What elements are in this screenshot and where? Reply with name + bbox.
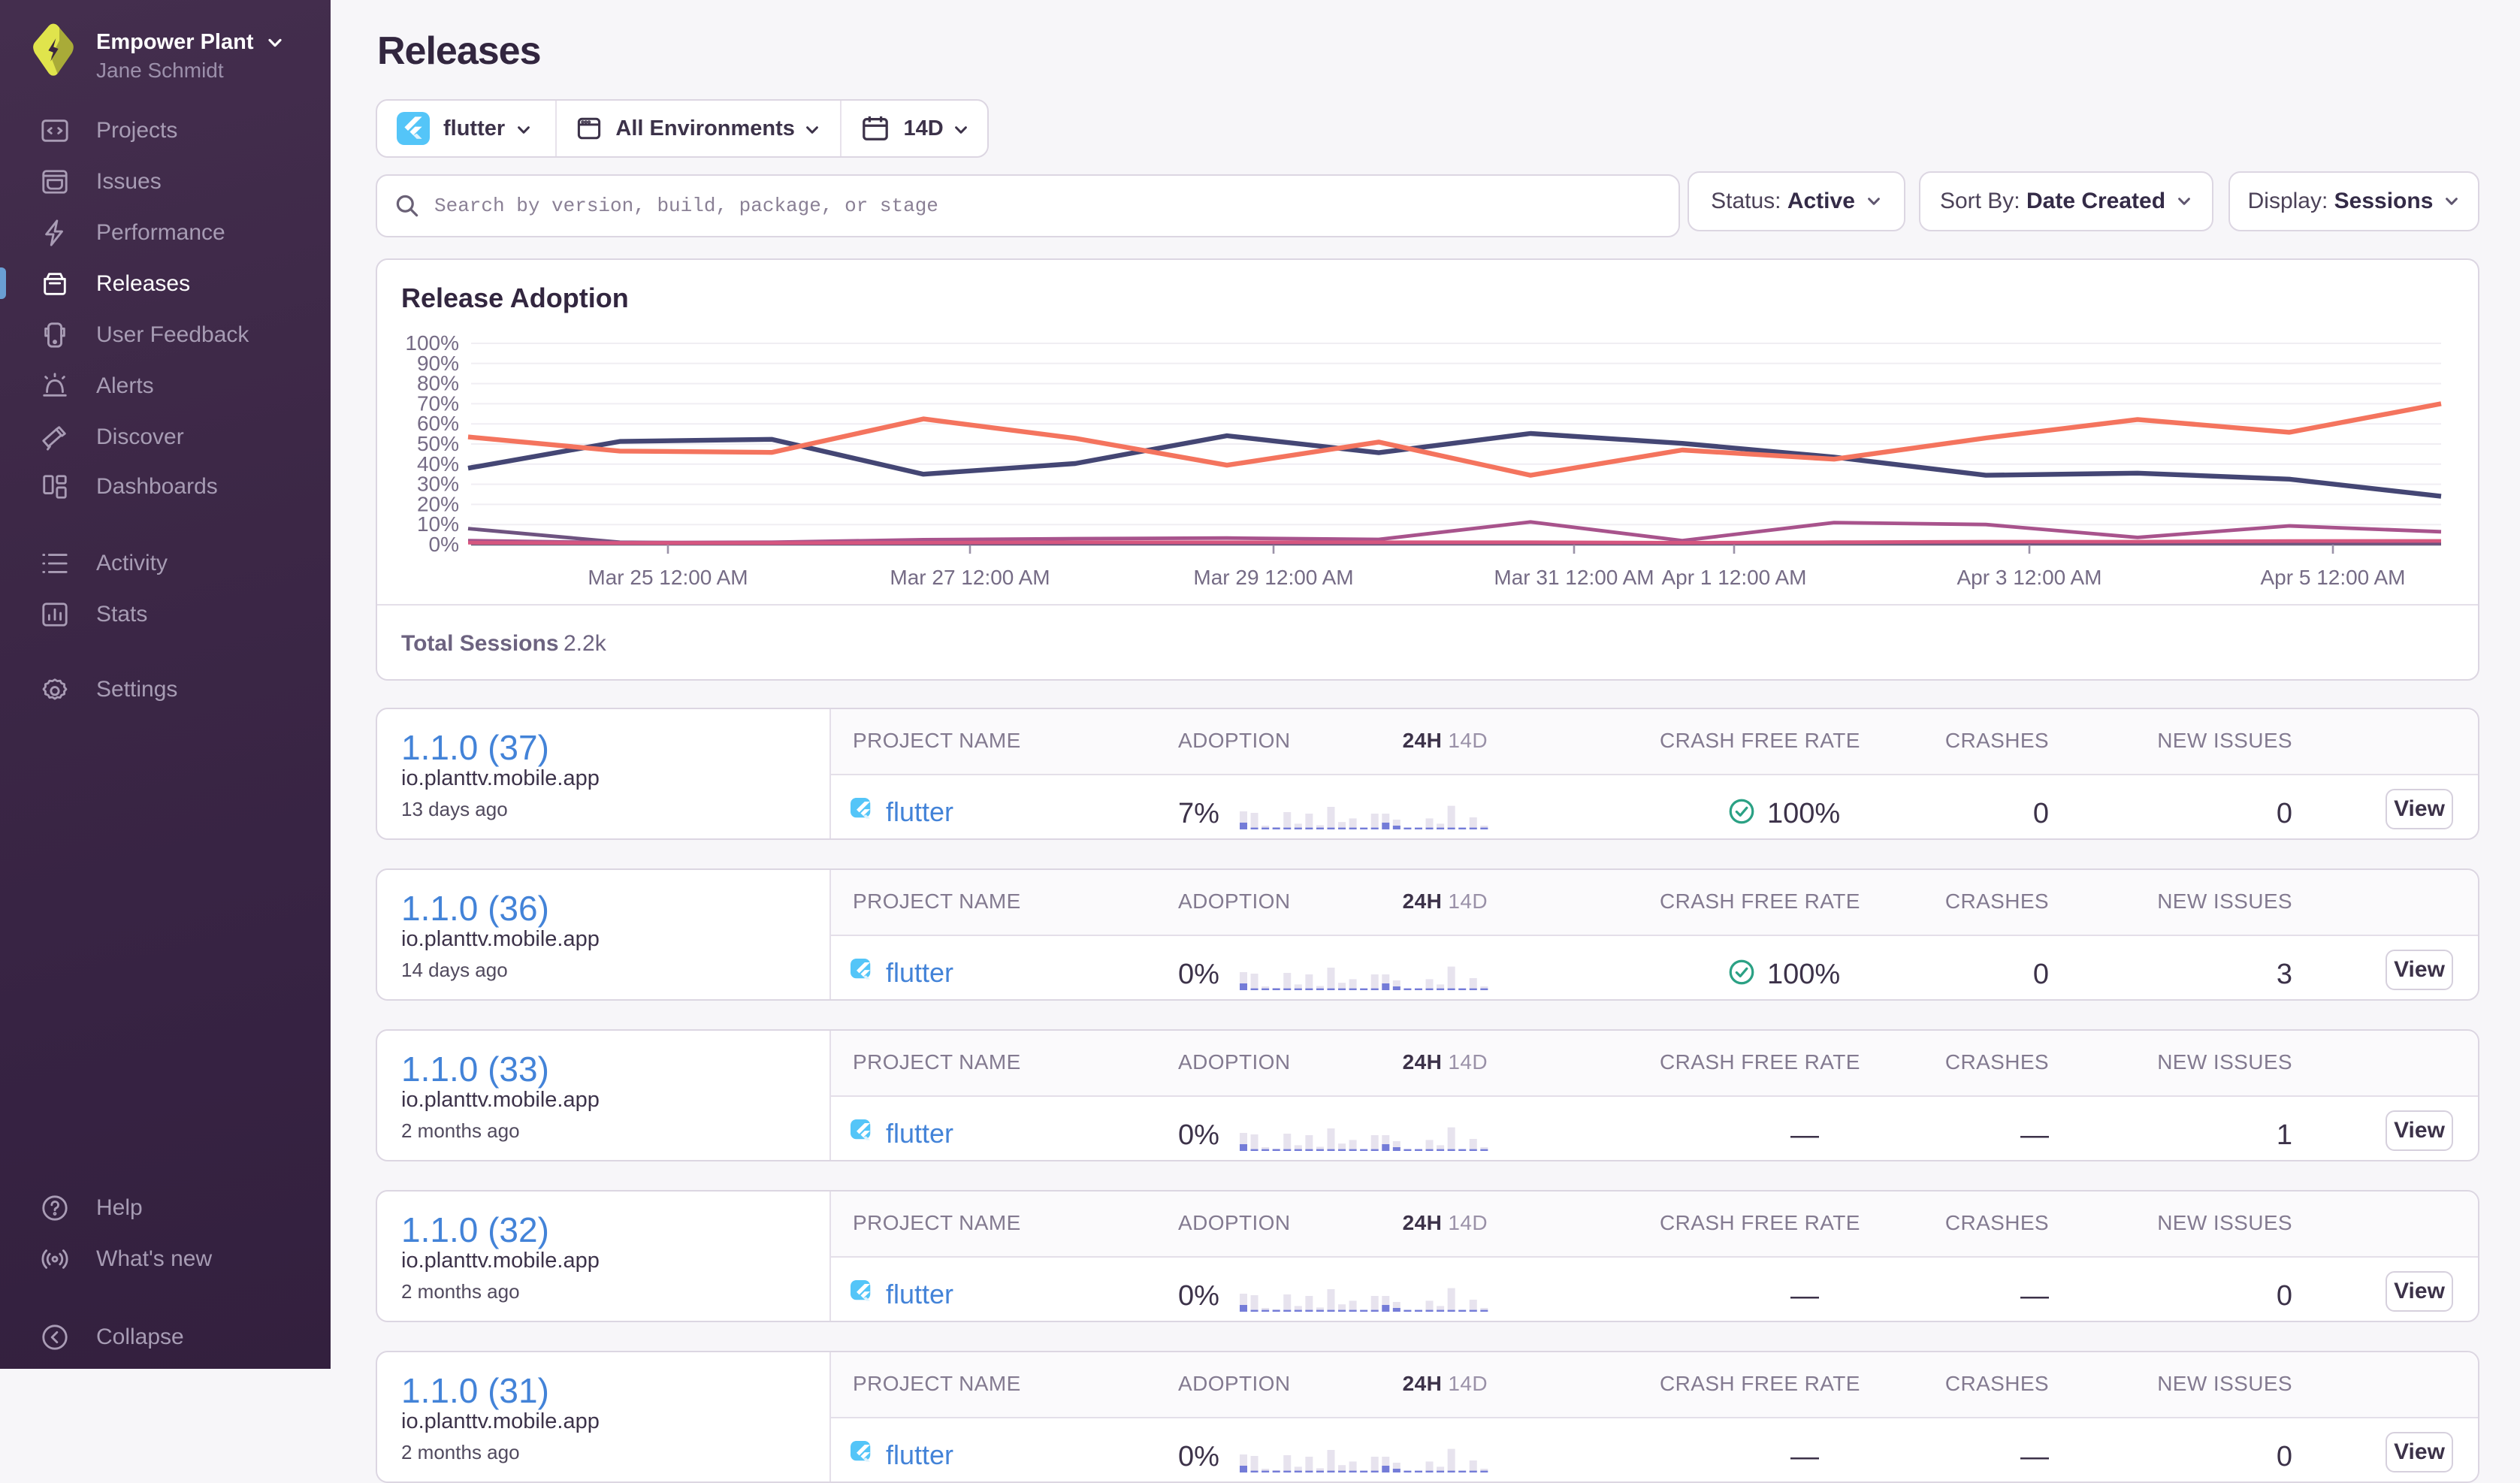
- svg-text:90%: 90%: [417, 352, 459, 375]
- svg-text:10%: 10%: [417, 512, 459, 536]
- svg-text:Apr 3 12:00 AM: Apr 3 12:00 AM: [1956, 566, 2102, 589]
- svg-text:30%: 30%: [417, 473, 459, 496]
- svg-text:Apr 5 12:00 AM: Apr 5 12:00 AM: [2260, 566, 2405, 589]
- svg-text:60%: 60%: [417, 412, 459, 435]
- svg-text:80%: 80%: [417, 372, 459, 395]
- svg-text:40%: 40%: [417, 452, 459, 476]
- svg-text:50%: 50%: [417, 432, 459, 455]
- svg-text:100%: 100%: [405, 331, 459, 355]
- svg-text:Apr 1 12:00 AM: Apr 1 12:00 AM: [1661, 566, 1806, 589]
- svg-text:Mar 31 12:00 AM: Mar 31 12:00 AM: [1494, 566, 1654, 589]
- svg-text:Mar 29 12:00 AM: Mar 29 12:00 AM: [1193, 566, 1353, 589]
- svg-text:Mar 27 12:00 AM: Mar 27 12:00 AM: [890, 566, 1050, 589]
- svg-text:Mar 25 12:00 AM: Mar 25 12:00 AM: [588, 566, 748, 589]
- svg-text:20%: 20%: [417, 492, 459, 515]
- svg-text:70%: 70%: [417, 391, 459, 415]
- svg-text:0%: 0%: [429, 533, 459, 556]
